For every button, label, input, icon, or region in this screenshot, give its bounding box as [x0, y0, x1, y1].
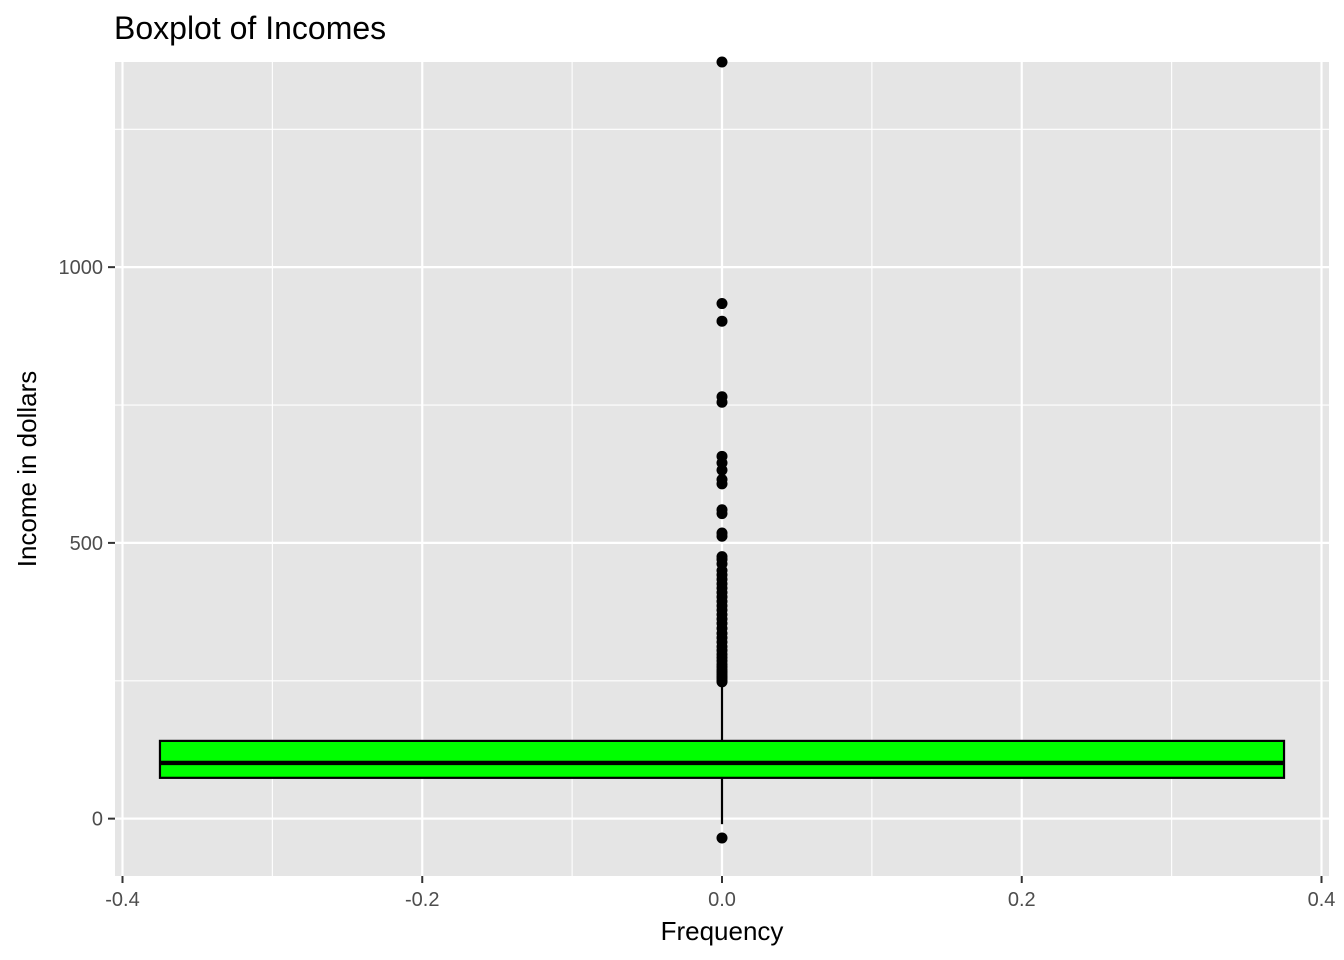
x-tick-label: 0.0	[708, 889, 736, 911]
outlier-point	[716, 315, 728, 327]
outlier-point	[716, 504, 728, 516]
iqr-box	[158, 739, 1286, 779]
y-tick-label: 500	[70, 533, 103, 555]
outlier-point	[716, 391, 728, 403]
axes: -0.4 -0.2 0.0 0.2 0.4 0 500 1000	[59, 257, 1336, 911]
outlier-point	[716, 527, 728, 539]
x-tick-label: 0.2	[1008, 889, 1036, 911]
outlier-point	[716, 832, 728, 844]
chart-title: Boxplot of Incomes	[114, 10, 386, 46]
outlier-point	[716, 473, 728, 485]
outlier-point	[716, 56, 728, 68]
y-axis-title: Income in dollars	[12, 371, 42, 568]
x-tick-label: -0.4	[105, 889, 139, 911]
outlier-point	[716, 298, 728, 310]
x-tick-label: 0.4	[1308, 889, 1336, 911]
y-tick-label: 1000	[59, 257, 104, 279]
x-tick-label: -0.2	[405, 889, 439, 911]
outlier-point	[716, 450, 728, 462]
y-tick-label: 0	[92, 809, 103, 831]
boxplot-marks	[158, 56, 1286, 844]
outlier-point	[716, 551, 728, 563]
x-axis-title: Frequency	[661, 916, 784, 946]
